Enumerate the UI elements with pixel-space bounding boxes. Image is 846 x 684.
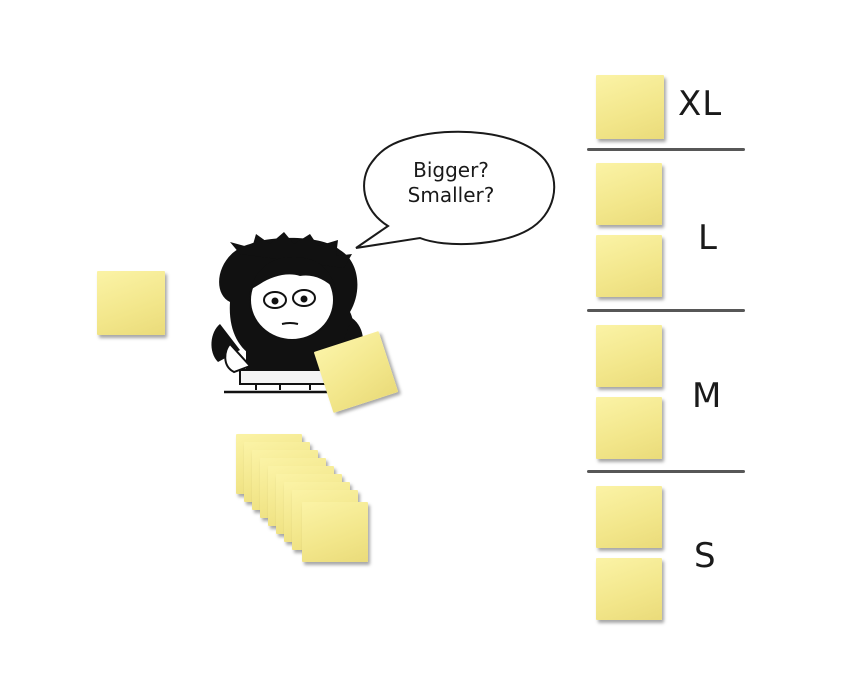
s-sticky-note[interactable] [596,486,662,548]
size-label-s: S [694,536,717,576]
size-label-l: L [698,218,718,258]
speech-line-smaller: Smaller? [407,183,495,207]
size-label-xl: XL [678,84,723,124]
l-sticky-note[interactable] [596,235,662,297]
xl-sticky-note[interactable] [596,75,664,139]
sticky-note-stack[interactable] [230,430,390,580]
divider-l-m [587,309,745,312]
stack-note [302,502,368,562]
speech-bubble [355,130,556,249]
divider-m-s [587,470,745,473]
s-sticky-note[interactable] [596,558,662,620]
speech-line-bigger: Bigger? [413,158,489,182]
l-sticky-note[interactable] [596,163,662,225]
divider-xl-l [587,148,745,151]
m-sticky-note[interactable] [596,397,662,459]
m-sticky-note[interactable] [596,325,662,387]
speech-bubble-text: Bigger? Smaller? [384,158,518,208]
loose-sticky-note[interactable] [97,271,165,335]
size-label-m: M [692,376,723,416]
cartoon-person [211,232,376,394]
